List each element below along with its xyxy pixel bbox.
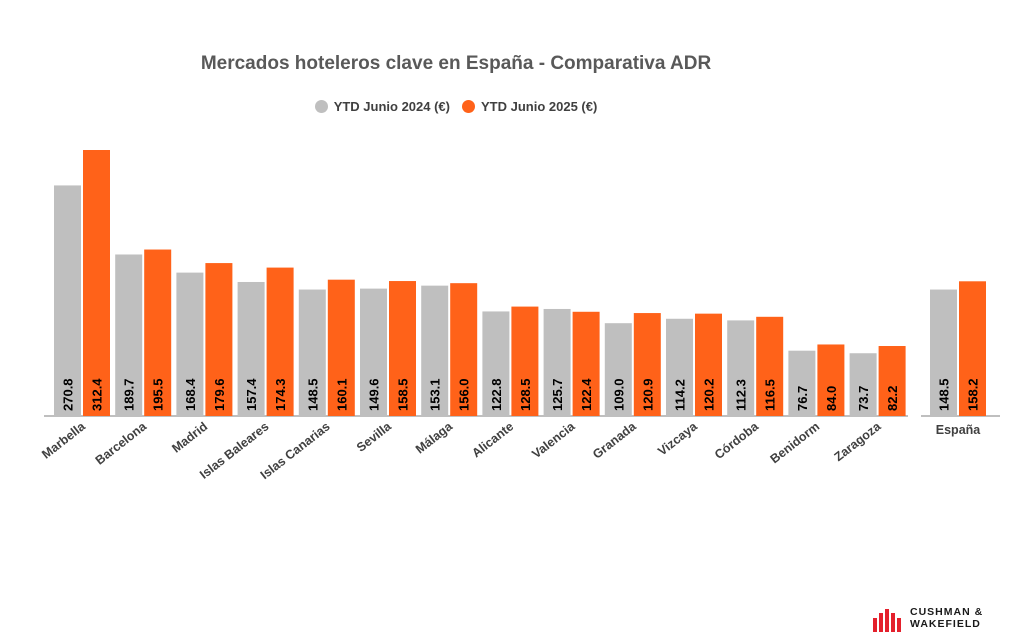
bar-2024 (543, 308, 571, 416)
bar-2025 (205, 263, 233, 416)
brand-logo-line1: CUSHMAN & (910, 606, 984, 618)
data-label: 160.1 (334, 378, 349, 411)
data-label: 153.1 (428, 378, 443, 411)
bar-2024 (930, 289, 957, 416)
data-label: 73.7 (856, 386, 871, 411)
brand-logo: CUSHMAN & WAKEFIELD (872, 606, 1012, 632)
chart-title: Mercados hoteleros clave en España - Com… (200, 53, 712, 74)
bar-2024 (604, 323, 632, 416)
data-label: 174.3 (273, 378, 288, 411)
bar-2025 (83, 150, 110, 416)
bar-2024 (298, 289, 326, 416)
bar-2024 (360, 288, 387, 416)
data-label: 195.5 (151, 378, 166, 411)
category-label: Córdoba (712, 419, 762, 462)
data-label: 120.2 (702, 378, 717, 411)
data-label: 156.0 (457, 378, 472, 411)
brand-logo-text: CUSHMAN & WAKEFIELD (910, 606, 983, 630)
category-label: Sevilla (354, 419, 395, 455)
bar-2025 (878, 346, 906, 416)
data-label: 158.5 (396, 378, 411, 411)
category-label: Málaga (413, 419, 456, 457)
bar-2024 (666, 318, 693, 416)
bar-2024 (237, 281, 265, 416)
data-label: 114.2 (673, 379, 688, 411)
data-label: 179.6 (212, 378, 227, 411)
data-label: 148.5 (937, 378, 952, 411)
data-label: 120.9 (640, 378, 655, 411)
data-label: 157.4 (244, 378, 259, 411)
data-label: 109.0 (611, 378, 626, 411)
bar-2025 (389, 281, 416, 416)
category-label: Benidorm (768, 419, 823, 466)
bar-2025 (144, 249, 172, 416)
bar-2025 (450, 283, 478, 416)
legend-label-2025: YTD Junio 2025 (€) (481, 99, 598, 114)
category-label: Alicante (469, 419, 516, 460)
bar-2025 (633, 313, 661, 416)
bar-2024 (727, 320, 755, 416)
data-label: 189.7 (122, 378, 137, 411)
data-label: 125.7 (550, 378, 565, 411)
data-label: 128.5 (518, 378, 533, 411)
brand-logo-icon (873, 609, 901, 632)
bar-2025 (959, 281, 986, 416)
data-label: 168.4 (183, 378, 198, 411)
data-label: 116.5 (763, 379, 778, 411)
bar-2024 (849, 353, 877, 416)
bar-2025 (817, 344, 845, 416)
category-label: Madrid (169, 419, 210, 455)
legend-swatch-2025 (462, 100, 475, 113)
data-label: 82.2 (885, 386, 900, 411)
bar-2024 (788, 350, 816, 416)
bar-2025 (572, 311, 600, 416)
bar-2024 (421, 285, 449, 416)
bar-2024 (176, 272, 204, 416)
legend-item-2025: YTD Junio 2025 (€) (462, 99, 597, 114)
legend-item-2024: YTD Junio 2024 (€) (314, 99, 450, 114)
data-label: 122.4 (579, 378, 594, 411)
bar-2025 (327, 279, 355, 416)
bar-2024 (482, 311, 510, 416)
data-label: 149.6 (367, 378, 382, 411)
brand-logo-line2: WAKEFIELD (910, 618, 981, 630)
data-label: 112.3 (734, 379, 749, 411)
data-label: 76.7 (795, 386, 810, 411)
data-label: 122.8 (489, 378, 504, 411)
bar-2025 (511, 306, 539, 416)
category-label: España (936, 423, 982, 437)
category-label: Barcelona (93, 419, 150, 468)
bar-2024 (54, 185, 81, 416)
bar-2025 (756, 316, 784, 416)
bar-2024 (115, 254, 143, 416)
data-label: 84.0 (824, 386, 839, 411)
data-label: 312.4 (90, 378, 105, 411)
bar-2025 (695, 313, 722, 416)
legend: YTD Junio 2024 (€) YTD Junio 2025 (€) (0, 99, 912, 114)
category-label: Marbella (39, 419, 88, 462)
category-label: Granada (590, 419, 639, 462)
legend-swatch-2024 (314, 100, 328, 113)
legend-label-2024: YTD Junio 2024 (€) (333, 99, 450, 114)
category-label: Valencia (529, 419, 578, 461)
data-label: 158.2 (966, 378, 981, 411)
category-label: Vizcaya (655, 419, 700, 459)
bar-2025 (266, 267, 294, 416)
data-label: 148.5 (305, 378, 320, 411)
category-label: Zaragoza (832, 419, 885, 464)
data-label: 270.8 (61, 378, 76, 411)
